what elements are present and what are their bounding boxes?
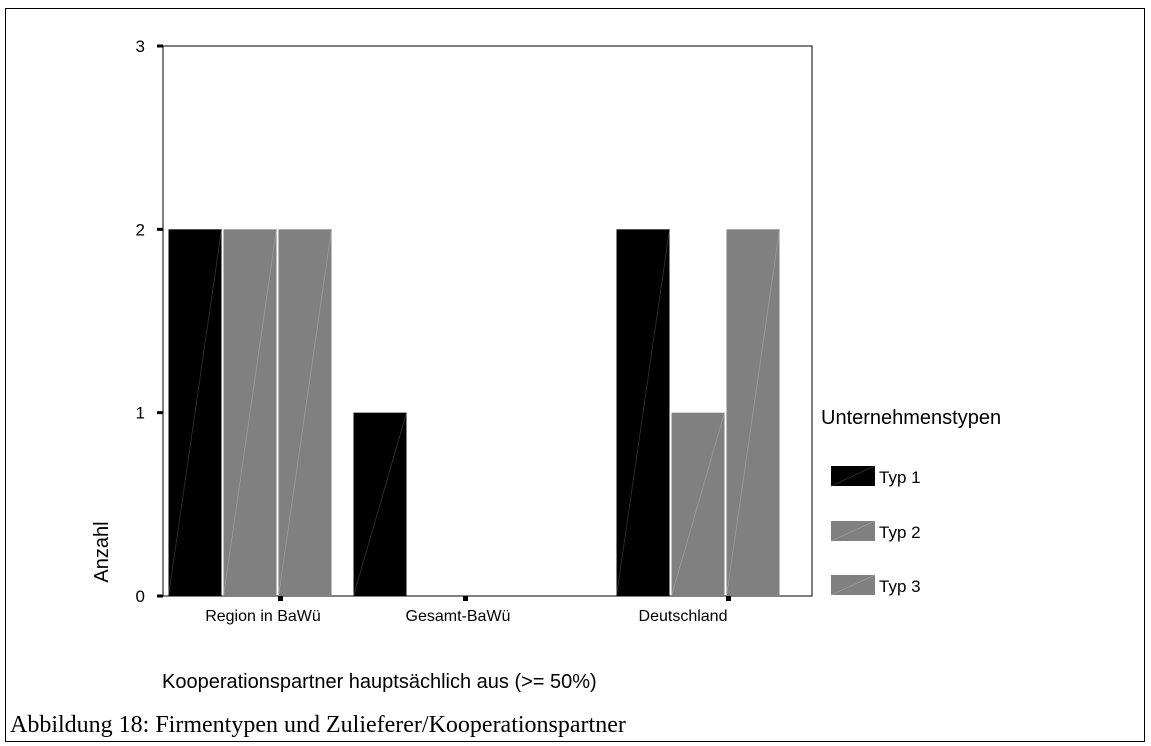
x-axis-label: Kooperationspartner hauptsächlich aus (>… [162,671,597,693]
legend-swatch-seam-3 [830,574,876,596]
bar-seam-1-3 [278,229,332,597]
y-tick-label-2: 2 [136,220,145,239]
x-tick-label-3: Deutschland [639,608,728,625]
bar-seam-1-2 [223,229,277,597]
y-axis: 0 1 2 3 [136,37,163,606]
legend-swatch-seam-1 [830,465,876,487]
legend-swatch-seam-2 [830,520,876,542]
bars-group [168,229,780,597]
y-tick-0 [157,594,163,598]
y-tick-1 [157,411,163,415]
x-tick-label-2: Gesamt-BaWü [406,608,511,625]
bar-seam-1-1 [168,229,222,597]
x-tick-3 [726,596,731,601]
legend: Unternehmenstypen Typ 1 Typ 2 Typ 3 [821,407,1001,596]
figure-frame [5,8,1145,742]
bar-seam-3-1 [616,229,670,597]
legend-label-2: Typ 2 [879,523,921,542]
y-tick-label-1: 1 [136,404,145,423]
bar-seam-3-2 [671,412,725,597]
x-tick-2 [463,596,468,601]
y-tick-3 [157,44,163,48]
y-tick-label-3: 3 [136,37,145,56]
bar-seam-2-1 [353,412,407,597]
plot-area [162,45,813,597]
y-tick-label-0: 0 [136,587,145,606]
x-tick-1 [278,596,283,601]
figure-caption: Abbildung 18: Firmentypen und Zulieferer… [10,712,626,738]
y-axis-label: Anzahl [91,521,113,582]
y-tick-2 [157,227,163,231]
x-tick-label-1: Region in BaWü [205,608,321,625]
x-axis: Region in BaWü Gesamt-BaWü Deutschland [205,596,731,625]
bar-seam-3-3 [726,229,780,597]
plot-frame [162,45,813,597]
legend-label-1: Typ 1 [879,468,921,487]
legend-title: Unternehmenstypen [821,407,1001,429]
legend-label-3: Typ 3 [879,577,921,596]
